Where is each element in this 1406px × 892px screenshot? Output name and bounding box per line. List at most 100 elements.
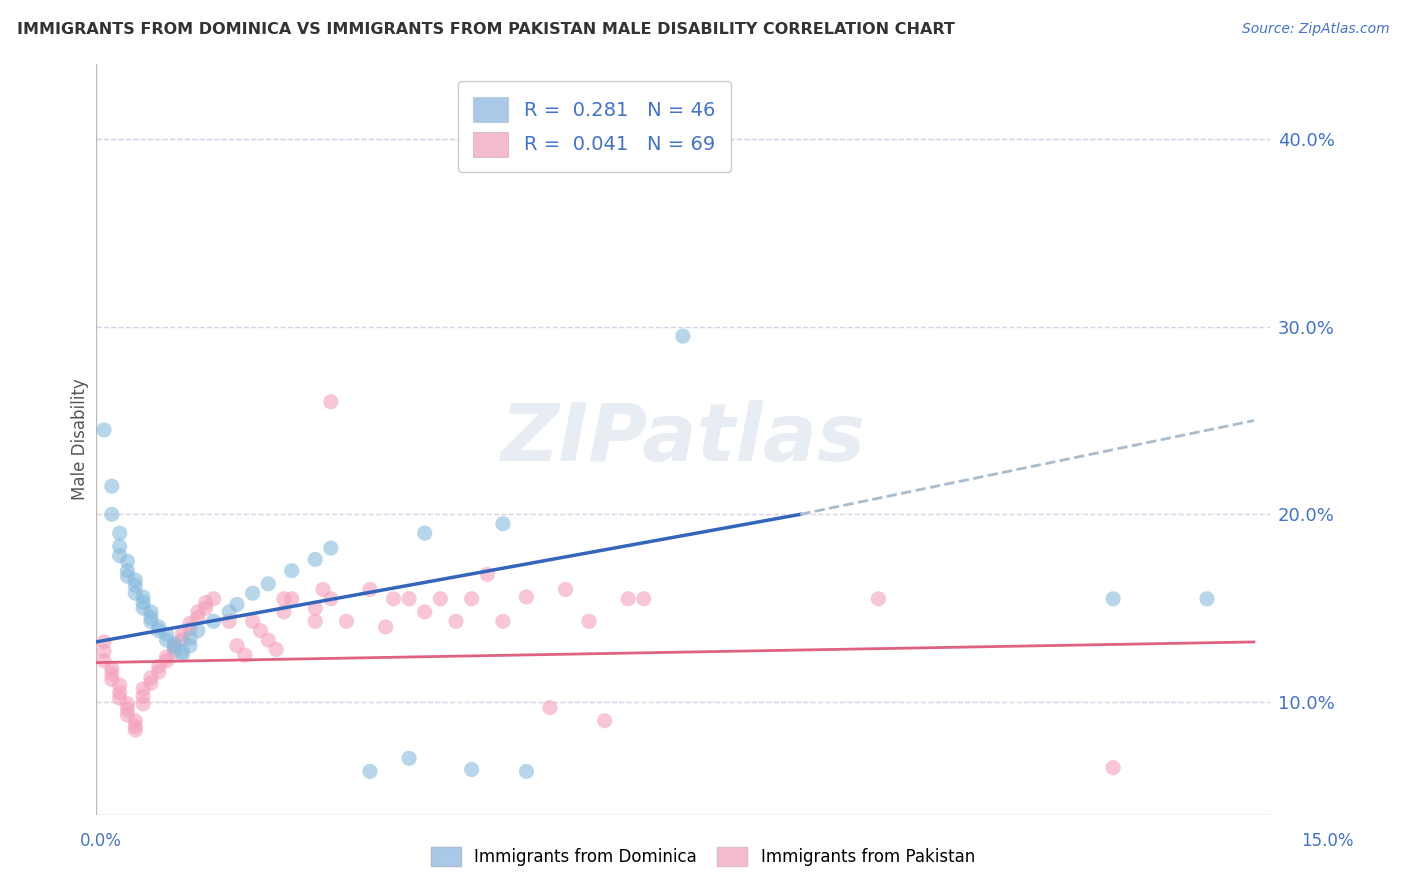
- Point: [117, 569, 139, 583]
- Point: [179, 616, 201, 631]
- Point: [108, 549, 131, 563]
- Point: [672, 329, 695, 343]
- Point: [108, 685, 131, 699]
- Point: [257, 633, 280, 648]
- Point: [163, 639, 186, 653]
- Point: [194, 601, 217, 615]
- Point: [413, 526, 436, 541]
- Point: [108, 539, 131, 553]
- Point: [304, 601, 326, 615]
- Point: [124, 723, 146, 738]
- Point: [202, 591, 225, 606]
- Point: [617, 591, 640, 606]
- Point: [226, 598, 249, 612]
- Point: [218, 615, 240, 629]
- Point: [179, 639, 201, 653]
- Point: [132, 601, 155, 615]
- Point: [460, 763, 482, 777]
- Point: [429, 591, 451, 606]
- Point: [179, 622, 201, 636]
- Point: [124, 714, 146, 728]
- Point: [374, 620, 396, 634]
- Point: [108, 678, 131, 692]
- Point: [335, 615, 357, 629]
- Point: [148, 624, 170, 638]
- Point: [233, 648, 256, 662]
- Point: [163, 640, 186, 655]
- Point: [460, 591, 482, 606]
- Point: [117, 554, 139, 568]
- Point: [163, 637, 186, 651]
- Point: [187, 605, 209, 619]
- Point: [139, 615, 162, 629]
- Point: [359, 582, 381, 597]
- Point: [281, 564, 304, 578]
- Point: [398, 591, 420, 606]
- Point: [319, 591, 342, 606]
- Point: [108, 526, 131, 541]
- Point: [359, 764, 381, 779]
- Point: [179, 631, 201, 645]
- Point: [132, 697, 155, 711]
- Point: [93, 644, 115, 658]
- Point: [148, 659, 170, 673]
- Point: [492, 516, 515, 531]
- Point: [101, 508, 124, 522]
- Point: [124, 586, 146, 600]
- Point: [319, 394, 342, 409]
- Point: [124, 573, 146, 587]
- Point: [187, 610, 209, 624]
- Point: [515, 590, 537, 604]
- Point: [444, 615, 467, 629]
- Point: [264, 642, 287, 657]
- Point: [132, 590, 155, 604]
- Point: [281, 591, 304, 606]
- Point: [273, 591, 295, 606]
- Point: [139, 676, 162, 690]
- Point: [132, 595, 155, 609]
- Y-axis label: Male Disability: Male Disability: [72, 378, 89, 500]
- Point: [93, 635, 115, 649]
- Legend: R =  0.281   N = 46, R =  0.041   N = 69: R = 0.281 N = 46, R = 0.041 N = 69: [458, 81, 731, 172]
- Point: [477, 567, 499, 582]
- Point: [163, 644, 186, 658]
- Point: [139, 610, 162, 624]
- Point: [273, 605, 295, 619]
- Point: [132, 690, 155, 704]
- Point: [578, 615, 600, 629]
- Point: [194, 595, 217, 609]
- Point: [226, 639, 249, 653]
- Point: [633, 591, 655, 606]
- Text: 0.0%: 0.0%: [80, 831, 122, 849]
- Point: [124, 579, 146, 593]
- Point: [172, 644, 194, 658]
- Point: [139, 671, 162, 685]
- Point: [218, 605, 240, 619]
- Text: ZIPatlas: ZIPatlas: [501, 401, 865, 478]
- Point: [93, 423, 115, 437]
- Point: [117, 697, 139, 711]
- Legend: Immigrants from Dominica, Immigrants from Pakistan: Immigrants from Dominica, Immigrants fro…: [425, 840, 981, 873]
- Point: [155, 654, 177, 668]
- Point: [108, 691, 131, 706]
- Point: [249, 624, 271, 638]
- Point: [132, 681, 155, 696]
- Point: [117, 702, 139, 716]
- Point: [1102, 761, 1125, 775]
- Point: [593, 714, 616, 728]
- Point: [382, 591, 405, 606]
- Point: [124, 719, 146, 733]
- Text: Source: ZipAtlas.com: Source: ZipAtlas.com: [1241, 22, 1389, 37]
- Point: [257, 576, 280, 591]
- Text: IMMIGRANTS FROM DOMINICA VS IMMIGRANTS FROM PAKISTAN MALE DISABILITY CORRELATION: IMMIGRANTS FROM DOMINICA VS IMMIGRANTS F…: [17, 22, 955, 37]
- Point: [117, 564, 139, 578]
- Point: [172, 627, 194, 641]
- Point: [117, 708, 139, 723]
- Point: [139, 605, 162, 619]
- Point: [155, 649, 177, 664]
- Point: [304, 552, 326, 566]
- Point: [319, 541, 342, 555]
- Point: [202, 615, 225, 629]
- Point: [93, 654, 115, 668]
- Point: [148, 665, 170, 679]
